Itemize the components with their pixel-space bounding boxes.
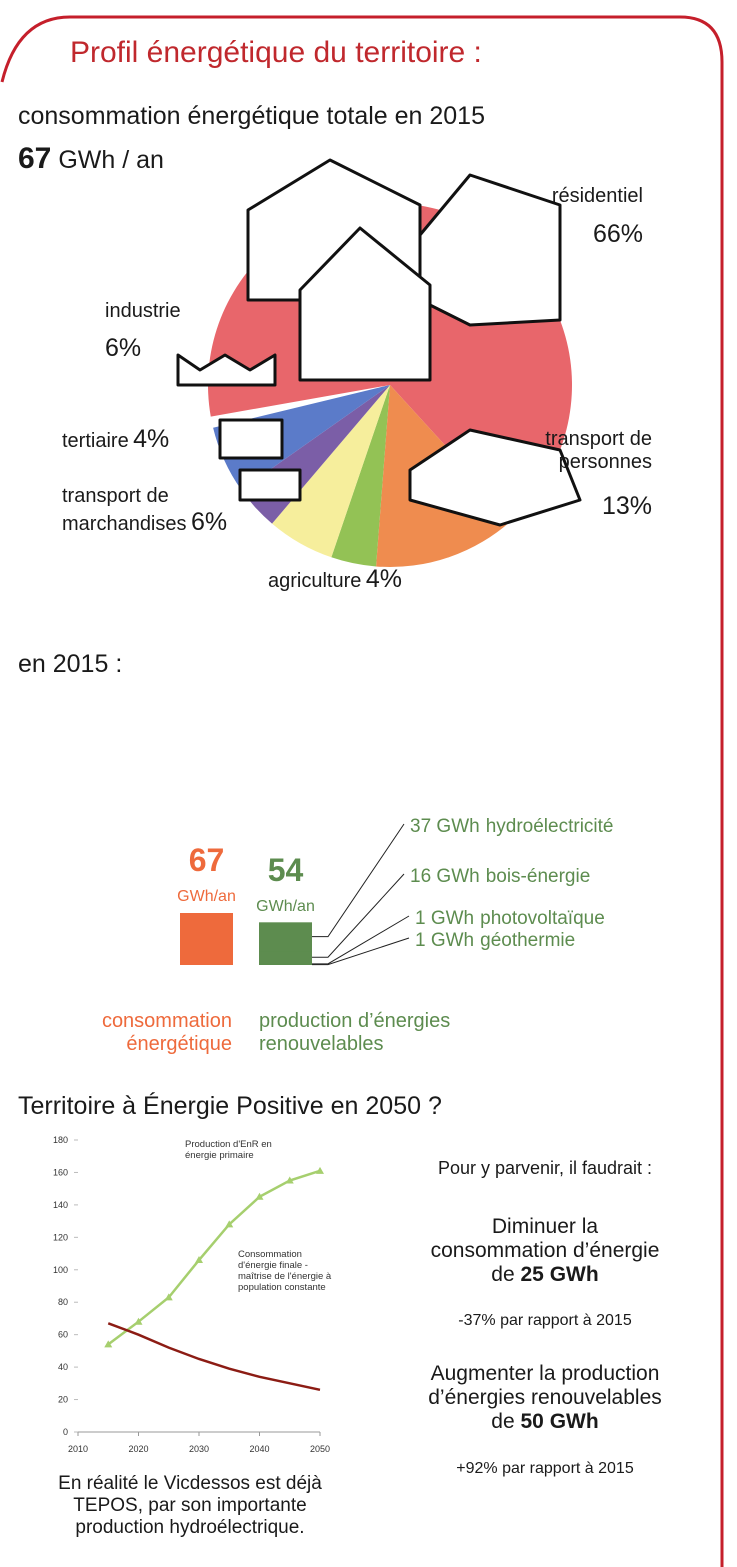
goal-amount: 25 GWh [521, 1263, 599, 1286]
goal-note: +92% par rapport à 2015 [400, 1460, 690, 1478]
line-title: Territoire à Énergie Positive en 2050 ? [18, 1092, 442, 1121]
goals-intro: Pour y parvenir, il faudrait : [400, 1158, 690, 1179]
pie-label: résidentiel [552, 185, 643, 208]
total-value: 67 [18, 142, 51, 175]
pie-label-group: transport de marchandises 6% [62, 485, 242, 537]
pie-value-label: 6% [191, 508, 227, 536]
pie-label-group: agriculture 4% [268, 565, 402, 594]
goal-amount: 50 GWh [521, 1410, 599, 1433]
page: 67GWh/an54GWh/an1 GWhgéothermie1 GWhphot… [0, 0, 737, 1567]
pie-label: agriculture [268, 570, 361, 592]
page-title: Profil énergétique du territoire : [70, 36, 482, 71]
series-annotation: Production d'EnR en énergie primaire [185, 1140, 295, 1162]
bar-label: consommation énergétique [62, 1010, 232, 1056]
goal: Augmenter la production d’énergies renou… [415, 1362, 675, 1434]
pie-value-label: 4% [133, 425, 169, 453]
pie-value-label: 13% [602, 492, 652, 521]
pie-label: transport de marchandises [62, 485, 187, 535]
pie-label: industrie [105, 300, 181, 323]
pie-total: 67 GWh / an [18, 142, 164, 177]
pie-label: tertiaire [62, 430, 129, 452]
goal-note: -37% par rapport à 2015 [400, 1312, 690, 1330]
office [220, 420, 282, 458]
bar-title: en 2015 : [18, 650, 122, 679]
total-unit: GWh / an [58, 146, 164, 174]
house [420, 175, 560, 325]
bar-label: production d’énergies renouvelables [259, 1010, 489, 1056]
truck [240, 470, 300, 500]
caption: En réalité le Vicdessos est déjà TEPOS, … [30, 1473, 350, 1539]
factory [178, 355, 275, 385]
goal: Diminuer la consommation d’énergie de 25… [430, 1215, 660, 1287]
series-annotation: Consommation d'énergie finale - maîtrise… [238, 1250, 343, 1294]
pie-value-label: 4% [366, 565, 402, 593]
pie-title: consommation énergétique totale en 2015 [18, 102, 485, 131]
pie-value-label: 66% [593, 220, 643, 249]
pie-value-label: 6% [105, 334, 141, 363]
pie-label: transport de personnes [512, 428, 652, 474]
pie-label-group: tertiaire 4% [62, 425, 169, 454]
